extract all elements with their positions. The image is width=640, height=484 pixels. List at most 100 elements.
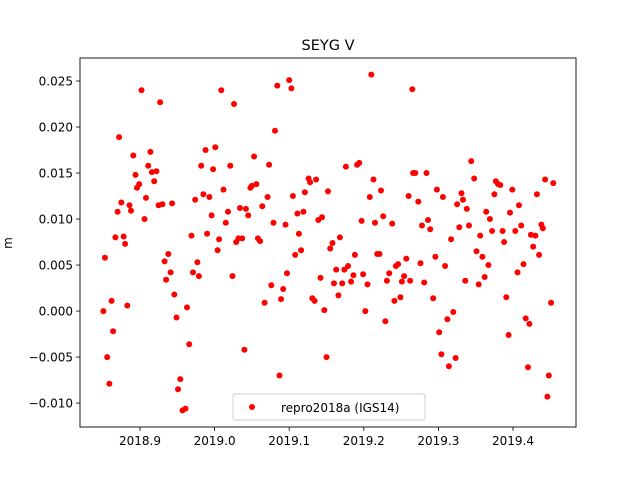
data-point	[163, 276, 170, 283]
data-point	[473, 248, 480, 255]
data-point	[186, 341, 193, 348]
data-point	[227, 162, 234, 169]
chart-title: SEYG V	[302, 38, 355, 54]
data-point	[151, 178, 158, 185]
data-point	[175, 386, 181, 393]
data-point	[439, 194, 446, 200]
y-tick-label: 0.025	[39, 75, 73, 89]
data-point	[430, 295, 437, 302]
y-tick-label: −0.010	[29, 397, 73, 411]
data-point	[220, 186, 227, 193]
data-point	[342, 163, 349, 170]
data-point	[321, 307, 328, 314]
data-point	[486, 216, 493, 222]
data-point	[527, 231, 534, 238]
data-point	[288, 85, 295, 92]
data-point	[425, 217, 431, 223]
data-point	[237, 205, 243, 211]
data-point	[280, 286, 287, 292]
data-point	[184, 304, 190, 311]
data-point	[329, 240, 336, 246]
axis-ticks: 2018.9 2019.0 2019.1 2019.2 2019.3 2019.4 0.02…	[29, 75, 534, 448]
data-point	[222, 219, 229, 226]
data-point	[282, 221, 289, 228]
data-point	[475, 281, 482, 288]
data-point	[545, 372, 552, 379]
data-point	[251, 153, 258, 160]
data-point	[177, 376, 184, 383]
data-point	[350, 272, 357, 279]
data-point	[272, 127, 278, 134]
data-point	[307, 179, 314, 186]
data-point	[327, 245, 334, 252]
data-point	[433, 186, 440, 193]
data-point	[292, 251, 299, 258]
data-point	[100, 308, 107, 315]
data-point	[313, 176, 320, 183]
data-point	[259, 203, 266, 210]
data-point	[157, 99, 164, 106]
data-point	[530, 243, 537, 250]
data-point	[204, 230, 211, 237]
data-point	[278, 296, 284, 303]
data-point	[514, 269, 521, 276]
data-point	[526, 320, 533, 327]
y-tick-label: 0.020	[39, 121, 73, 135]
data-point	[264, 194, 271, 200]
data-point	[505, 332, 512, 338]
data-point	[101, 254, 108, 261]
data-point	[491, 191, 498, 198]
data-point	[339, 280, 346, 287]
data-point	[372, 219, 378, 226]
legend-box	[232, 393, 426, 421]
legend-label: repro2018a (IGS14)	[281, 401, 399, 415]
data-point	[456, 224, 463, 231]
data-point	[104, 354, 111, 361]
data-point	[432, 253, 439, 260]
data-point	[126, 202, 133, 209]
data-point	[198, 162, 205, 169]
data-point	[503, 294, 510, 301]
data-point	[257, 238, 264, 245]
data-point	[200, 191, 207, 198]
data-point	[218, 87, 225, 94]
data-point	[481, 274, 488, 280]
data-point	[463, 205, 470, 212]
data-point	[412, 170, 419, 176]
data-point	[512, 228, 519, 234]
data-point	[165, 251, 172, 257]
data-point	[190, 269, 196, 276]
data-point	[325, 188, 331, 195]
data-point	[442, 263, 449, 269]
data-point	[159, 201, 166, 208]
plot-area-frame	[79, 57, 577, 428]
data-point	[358, 217, 365, 224]
data-point	[194, 259, 201, 266]
data-point	[148, 169, 155, 176]
data-point	[167, 269, 174, 276]
data-point	[533, 191, 540, 198]
data-point	[225, 208, 231, 215]
data-point	[253, 181, 260, 188]
data-point	[489, 228, 496, 234]
data-point	[192, 196, 199, 203]
data-point	[270, 219, 277, 226]
data-point	[401, 273, 408, 280]
data-point	[542, 176, 549, 183]
data-point	[448, 236, 455, 243]
data-point	[444, 316, 451, 323]
data-point	[391, 297, 398, 304]
data-point	[124, 302, 131, 309]
data-point	[403, 255, 410, 262]
data-point	[382, 318, 389, 325]
data-point	[266, 161, 273, 168]
data-point	[485, 262, 492, 268]
data-point	[536, 251, 543, 258]
data-point	[331, 280, 337, 287]
data-point	[141, 216, 148, 222]
data-point	[335, 292, 342, 299]
data-point	[298, 247, 305, 254]
data-point	[311, 297, 318, 304]
data-point	[445, 363, 452, 370]
